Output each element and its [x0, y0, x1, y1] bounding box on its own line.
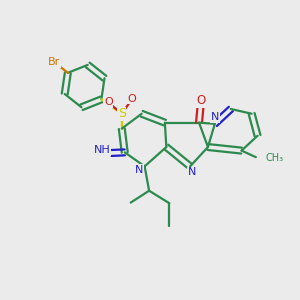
Text: Br: Br	[48, 57, 61, 67]
Text: N: N	[188, 167, 196, 177]
Text: S: S	[118, 107, 126, 120]
Text: N: N	[211, 112, 219, 122]
Text: CH₃: CH₃	[265, 153, 284, 163]
Text: O: O	[128, 94, 136, 104]
Text: O: O	[196, 94, 205, 107]
Text: N: N	[135, 165, 143, 175]
Text: O: O	[104, 98, 113, 107]
Text: NH: NH	[94, 145, 110, 155]
